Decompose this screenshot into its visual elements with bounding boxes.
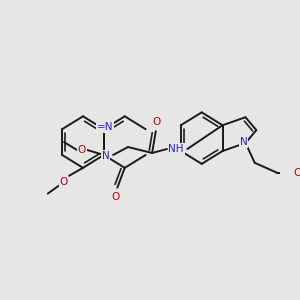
Text: N: N: [240, 137, 248, 147]
Text: NH: NH: [169, 144, 184, 154]
Text: O: O: [293, 168, 300, 178]
Text: O: O: [153, 117, 161, 127]
Text: =N: =N: [97, 122, 113, 132]
Text: O: O: [111, 192, 120, 202]
Text: N: N: [102, 151, 110, 161]
Text: O: O: [77, 145, 86, 155]
Text: O: O: [59, 177, 68, 187]
